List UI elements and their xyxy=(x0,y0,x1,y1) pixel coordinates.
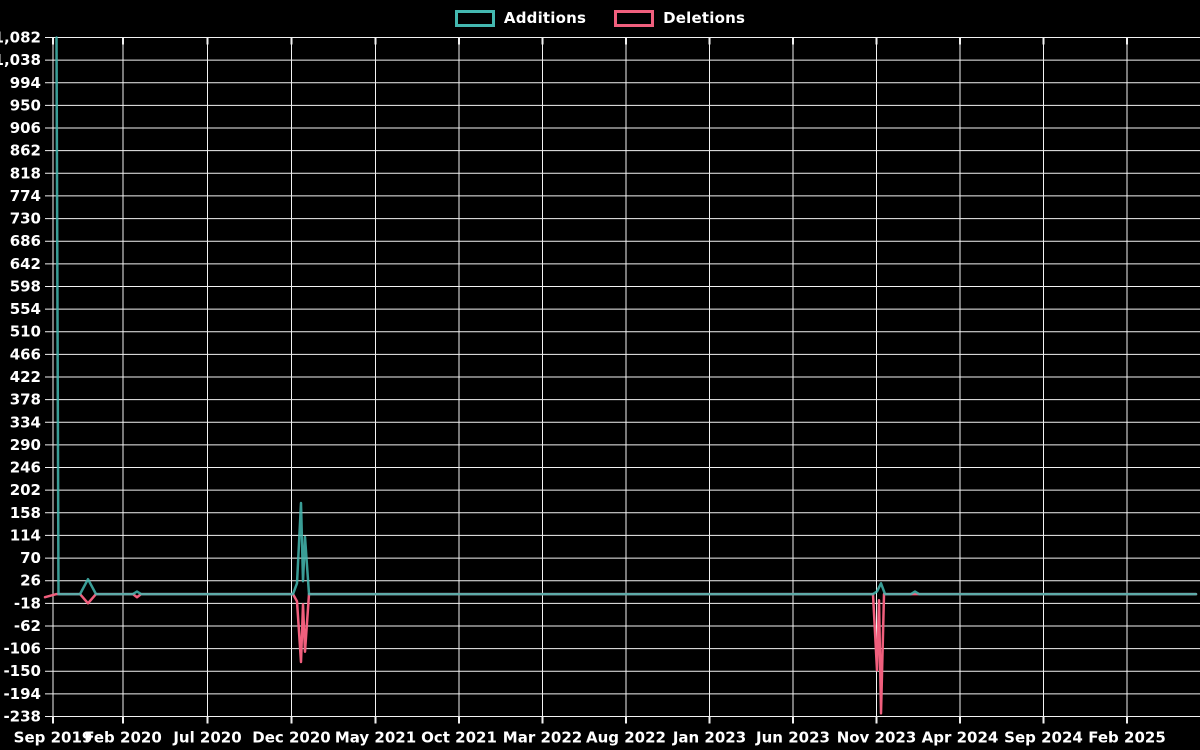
y-tick-label: 466 xyxy=(10,345,41,363)
y-tick-label: -150 xyxy=(3,662,41,680)
y-tick-label: 334 xyxy=(10,413,41,431)
x-tick-label: Dec 2020 xyxy=(252,729,331,747)
legend-item-deletions[interactable]: Deletions xyxy=(614,9,745,27)
legend-item-additions[interactable]: Additions xyxy=(454,9,587,27)
y-tick-label: 422 xyxy=(10,368,41,386)
y-tick-label: 1,038 xyxy=(0,51,41,69)
y-tick-label: 906 xyxy=(10,119,41,137)
y-tick-label: 26 xyxy=(20,572,41,590)
y-tick-label: 686 xyxy=(10,232,41,250)
y-tick-label: 730 xyxy=(10,210,41,228)
x-tick-label: Sep 2024 xyxy=(1004,729,1083,747)
deletions-line xyxy=(43,592,1198,715)
y-tick-label: 774 xyxy=(10,187,41,205)
x-tick-label: Mar 2022 xyxy=(503,729,582,747)
x-tick-label: Jun 2023 xyxy=(755,729,830,747)
y-tick-label: 246 xyxy=(10,459,41,477)
deletions-swatch-icon xyxy=(614,9,655,27)
y-tick-label: 950 xyxy=(10,96,41,114)
y-tick-label: 994 xyxy=(10,74,41,92)
x-tick-label: Feb 2025 xyxy=(1088,729,1166,747)
y-tick-label: 290 xyxy=(10,436,41,454)
y-tick-label: 202 xyxy=(10,481,41,499)
additions-line xyxy=(55,36,1198,596)
x-tick-label: Feb 2020 xyxy=(84,729,162,747)
chart-legend: Additions Deletions xyxy=(0,6,1200,30)
legend-label-additions: Additions xyxy=(503,9,587,27)
y-tick-label: 114 xyxy=(10,526,41,544)
y-tick-label: -194 xyxy=(3,685,41,703)
y-tick-label: 378 xyxy=(10,391,41,409)
y-tick-label: -106 xyxy=(3,640,41,658)
y-tick-label: 818 xyxy=(10,164,41,182)
y-tick-label: 70 xyxy=(20,549,41,567)
y-tick-label: 158 xyxy=(10,504,41,522)
x-tick-label: Aug 2022 xyxy=(586,729,666,747)
y-tick-label: -18 xyxy=(14,594,41,612)
x-tick-label: Apr 2024 xyxy=(922,729,999,747)
x-tick-label: Oct 2021 xyxy=(421,729,497,747)
x-tick-label: Jan 2023 xyxy=(672,729,746,747)
x-tick-label: May 2021 xyxy=(335,729,416,747)
y-tick-label: -238 xyxy=(3,708,41,726)
y-tick-label: 862 xyxy=(10,142,41,160)
additions-swatch-icon xyxy=(454,9,495,27)
x-tick-label: Sep 2019 xyxy=(14,729,93,747)
y-tick-label: 1,082 xyxy=(0,29,41,47)
y-tick-label: 598 xyxy=(10,277,41,295)
y-tick-label: -62 xyxy=(14,617,41,635)
y-tick-label: 510 xyxy=(10,323,41,341)
x-tick-label: Nov 2023 xyxy=(837,729,917,747)
legend-label-deletions: Deletions xyxy=(663,9,746,27)
x-tick-label: Jul 2020 xyxy=(172,729,241,747)
y-tick-label: 554 xyxy=(10,300,41,318)
y-tick-label: 642 xyxy=(10,255,41,273)
